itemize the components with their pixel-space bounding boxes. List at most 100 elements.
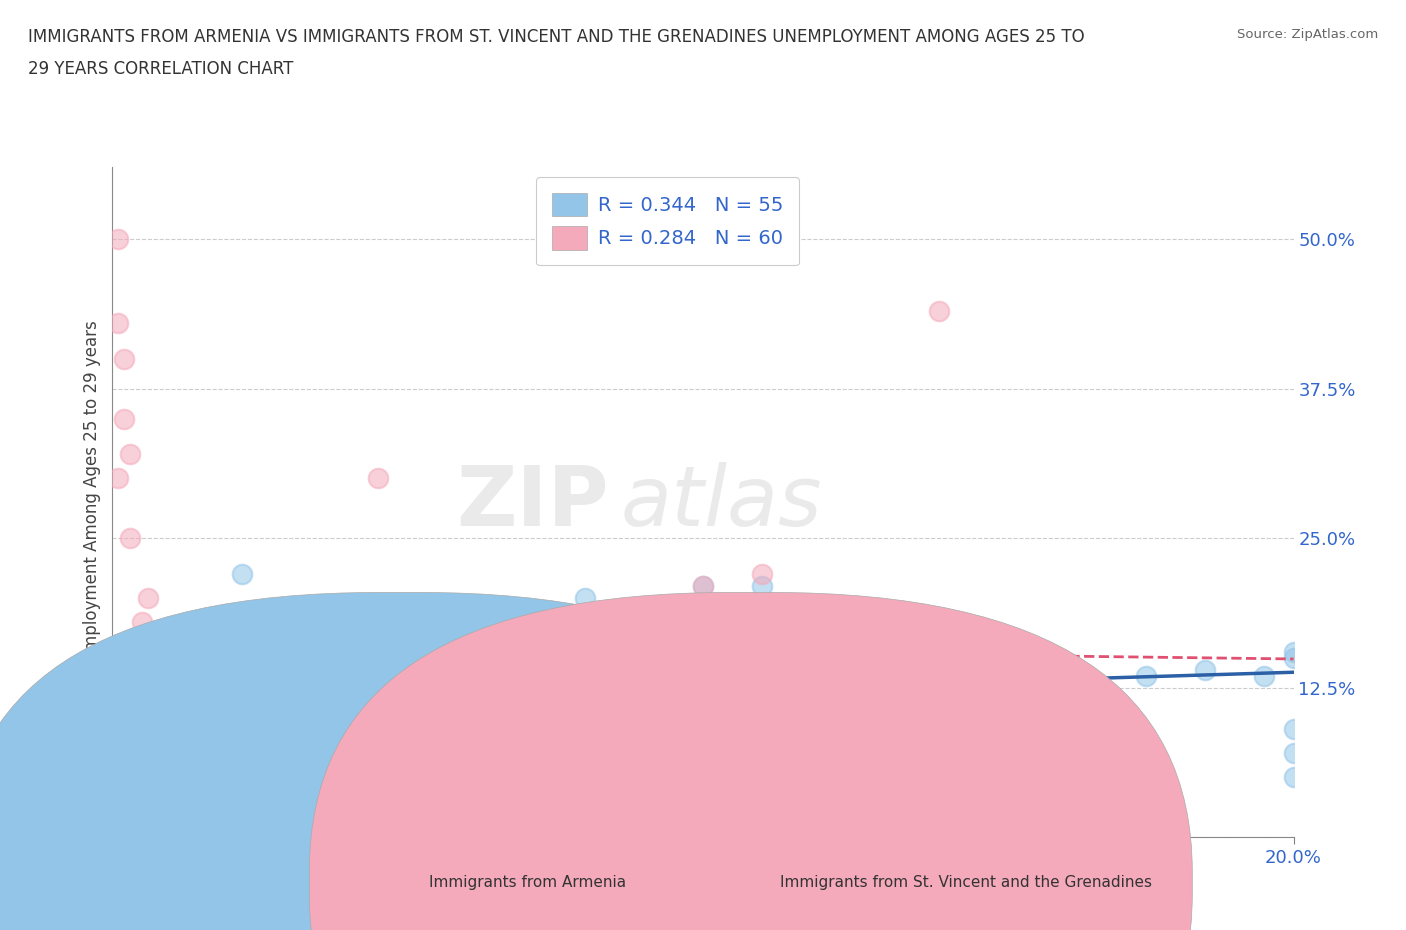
Point	[751, 578, 773, 593]
Point	[1017, 662, 1039, 677]
Point	[278, 662, 301, 677]
Point	[149, 722, 172, 737]
Legend: R = 0.344   N = 55, R = 0.284   N = 60: R = 0.344 N = 55, R = 0.284 N = 60	[536, 177, 799, 265]
Point	[208, 657, 231, 671]
Point	[231, 674, 253, 689]
Point	[142, 686, 165, 701]
Point	[107, 315, 129, 330]
Point	[131, 746, 153, 761]
Point	[928, 303, 950, 318]
Point	[810, 668, 832, 683]
Point	[112, 686, 135, 701]
Point	[219, 638, 242, 653]
Point	[987, 674, 1010, 689]
Text: Immigrants from Armenia: Immigrants from Armenia	[429, 875, 626, 890]
Point	[208, 662, 231, 677]
Point	[125, 638, 148, 653]
Point	[112, 411, 135, 426]
Point	[633, 746, 655, 761]
Point	[107, 710, 129, 724]
Point	[396, 662, 419, 677]
Text: 29 YEARS CORRELATION CHART: 29 YEARS CORRELATION CHART	[28, 60, 294, 78]
Point	[142, 650, 165, 665]
Point	[1194, 662, 1216, 677]
Point	[131, 758, 153, 773]
Point	[249, 650, 271, 665]
Point	[1046, 686, 1069, 701]
Point	[928, 668, 950, 683]
Point	[231, 566, 253, 581]
Point	[337, 746, 360, 761]
Point	[249, 686, 271, 701]
Point	[278, 710, 301, 724]
Point	[426, 662, 449, 677]
Point	[869, 674, 891, 689]
Point	[1282, 770, 1305, 785]
Point	[120, 770, 142, 785]
Point	[166, 662, 188, 677]
Text: Immigrants from St. Vincent and the Grenadines: Immigrants from St. Vincent and the Gren…	[780, 875, 1153, 890]
Point	[367, 471, 389, 485]
Point	[426, 674, 449, 689]
Point	[112, 782, 135, 797]
FancyBboxPatch shape	[309, 592, 1192, 930]
Point	[249, 698, 271, 713]
Point	[107, 805, 129, 820]
Point	[107, 770, 129, 785]
Point	[267, 710, 290, 724]
Point	[1282, 722, 1305, 737]
Point	[112, 352, 135, 366]
Point	[107, 770, 129, 785]
Point	[574, 686, 596, 701]
Point	[290, 686, 312, 701]
Point	[172, 674, 194, 689]
Point	[120, 710, 142, 724]
Point	[149, 722, 172, 737]
Point	[308, 686, 330, 701]
Point	[172, 662, 194, 677]
Point	[692, 578, 714, 593]
Point	[155, 698, 177, 713]
Point	[107, 734, 129, 749]
Point	[195, 674, 218, 689]
Point	[1105, 746, 1128, 761]
Point	[751, 566, 773, 581]
Point	[1282, 746, 1305, 761]
Point	[869, 674, 891, 689]
Point	[125, 746, 148, 761]
Point	[1282, 644, 1305, 659]
Point	[485, 674, 508, 689]
Point	[136, 734, 159, 749]
Text: IMMIGRANTS FROM ARMENIA VS IMMIGRANTS FROM ST. VINCENT AND THE GRENADINES UNEMPL: IMMIGRANTS FROM ARMENIA VS IMMIGRANTS FR…	[28, 28, 1085, 46]
Point	[337, 686, 360, 701]
Point	[155, 674, 177, 689]
Point	[297, 674, 319, 689]
Point	[195, 674, 218, 689]
Point	[155, 698, 177, 713]
FancyBboxPatch shape	[0, 592, 841, 930]
Point	[219, 650, 242, 665]
Point	[515, 668, 537, 683]
Point	[1282, 650, 1305, 665]
Point	[149, 626, 172, 641]
Point	[367, 710, 389, 724]
Point	[131, 615, 153, 630]
Point	[112, 782, 135, 797]
Text: ZIP: ZIP	[456, 461, 609, 543]
Point	[810, 668, 832, 683]
Point	[1076, 710, 1098, 724]
Point	[136, 710, 159, 724]
Point	[136, 591, 159, 605]
Point	[142, 710, 165, 724]
Point	[1135, 668, 1157, 683]
Point	[166, 710, 188, 724]
Point	[544, 662, 567, 677]
Point	[179, 686, 201, 701]
Point	[692, 578, 714, 593]
Point	[120, 662, 142, 677]
Point	[190, 650, 212, 665]
Point	[201, 686, 224, 701]
Point	[120, 447, 142, 462]
Point	[456, 674, 478, 689]
Point	[515, 668, 537, 683]
